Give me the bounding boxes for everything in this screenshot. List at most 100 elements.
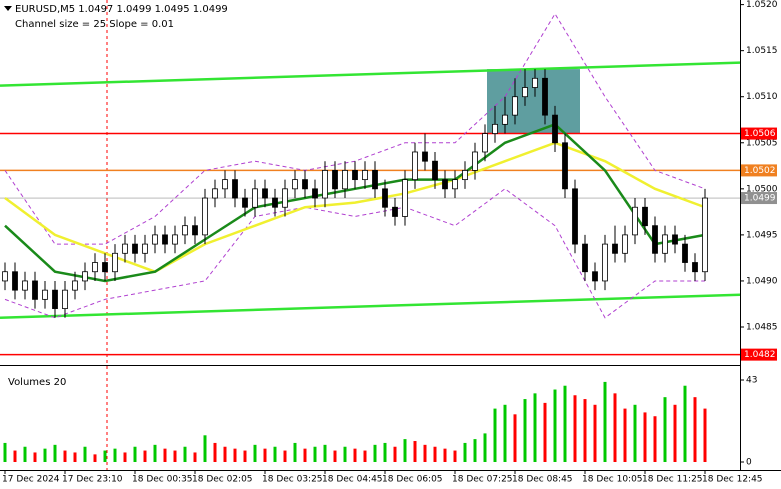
- level-label-box: [741, 164, 777, 177]
- candle-body: [112, 252, 118, 273]
- candle-body: [322, 170, 328, 199]
- candle-body: [262, 188, 268, 199]
- candle-body: [362, 170, 368, 181]
- y-tick-label: 0: [746, 458, 752, 468]
- candle-body: [582, 243, 588, 273]
- candle-body: [592, 271, 598, 282]
- volume-bar: [3, 442, 7, 462]
- volume-bar: [663, 397, 667, 462]
- candle-body: [2, 271, 8, 282]
- y-tick-label: 1.0485: [746, 322, 778, 332]
- chart-title: EURUSD,M5 1.0497 1.0499 1.0495 1.0499: [15, 4, 228, 15]
- candle-body: [622, 234, 628, 254]
- volume-bar: [613, 393, 617, 462]
- level-label-box: [741, 192, 777, 205]
- candle-body: [422, 151, 428, 162]
- x-tick-label: 18 Dec 11:25: [642, 475, 703, 485]
- candle-body: [552, 114, 558, 144]
- candle-body: [692, 262, 698, 273]
- x-tick-label: 18 Dec 02:05: [192, 475, 253, 485]
- volume-bar: [643, 412, 647, 462]
- candle-body: [492, 123, 498, 134]
- candle-body: [402, 179, 408, 217]
- volume-title: Volumes 20: [8, 377, 66, 388]
- candle-body: [102, 262, 108, 273]
- x-tick-label: 18 Dec 04:45: [322, 475, 383, 485]
- candle-body: [542, 77, 548, 116]
- x-tick-label: 18 Dec 06:05: [382, 475, 443, 485]
- candle-body: [682, 243, 688, 263]
- y-tick-label: 43: [746, 376, 757, 386]
- volume-bar: [83, 446, 87, 462]
- candle-body: [452, 179, 458, 190]
- candle-body: [342, 170, 348, 190]
- candle-body: [12, 271, 18, 291]
- volume-bar: [553, 389, 557, 462]
- candle-body: [502, 114, 508, 125]
- candle-body: [652, 225, 658, 254]
- candle-body: [462, 170, 468, 181]
- candle-body: [22, 280, 28, 291]
- candle-body: [52, 289, 58, 309]
- volume-bar: [353, 448, 357, 462]
- volume-bar: [73, 452, 77, 462]
- volume-bar: [443, 448, 447, 462]
- candle-body: [222, 179, 228, 190]
- volume-bar: [63, 450, 67, 462]
- candle-body: [572, 188, 578, 245]
- volume-bar: [693, 397, 697, 462]
- level-label: 1.0499: [744, 194, 776, 204]
- volume-bar: [203, 435, 207, 462]
- volume-bar: [23, 446, 27, 462]
- price-axis-bg: [741, 0, 781, 470]
- volume-bar: [683, 385, 687, 462]
- x-tick-label: 18 Dec 03:25: [262, 475, 323, 485]
- x-tick-label: 18 Dec 07:25: [452, 475, 513, 485]
- candle-body: [292, 179, 298, 190]
- volume-bar: [513, 414, 517, 462]
- volume-bar: [493, 408, 497, 462]
- candle-body: [202, 197, 208, 236]
- level-label: 1.0482: [744, 350, 776, 360]
- candle-body: [662, 234, 668, 254]
- candle-body: [82, 271, 88, 282]
- candle-body: [702, 197, 708, 273]
- volume-bar: [373, 444, 377, 462]
- volume-bar: [343, 446, 347, 462]
- volume-bar: [313, 446, 317, 462]
- candle-body: [92, 262, 98, 273]
- candle-body: [232, 179, 238, 199]
- volume-bar: [703, 408, 707, 462]
- volume-bar: [463, 442, 467, 462]
- level-label: 1.0502: [744, 166, 776, 176]
- volume-bar: [413, 441, 417, 462]
- volume-bar: [13, 450, 17, 462]
- volume-bar: [223, 446, 227, 462]
- x-tick-label: 17 Dec 2024: [2, 475, 60, 485]
- y-tick-label: 1.0520: [746, 0, 778, 10]
- volume-bar: [133, 446, 137, 462]
- volume-bar: [623, 408, 627, 462]
- candle-body: [632, 206, 638, 236]
- volume-bar: [323, 444, 327, 462]
- volume-bar: [503, 404, 507, 462]
- volume-bar: [93, 454, 97, 462]
- volume-bar: [123, 452, 127, 462]
- volume-bar: [453, 450, 457, 462]
- candle-body: [512, 96, 518, 116]
- volume-bar: [393, 446, 397, 462]
- volume-bar: [33, 452, 37, 462]
- candle-body: [32, 280, 38, 300]
- candle-body: [152, 234, 158, 245]
- candle-body: [212, 188, 218, 199]
- volume-bar: [193, 452, 197, 462]
- candle-body: [142, 243, 148, 254]
- candle-body: [382, 188, 388, 208]
- volume-bar: [543, 402, 547, 462]
- volume-bar: [103, 450, 107, 462]
- y-tick-label: 1.0495: [746, 230, 778, 240]
- volume-bar: [583, 399, 587, 462]
- candle-body: [602, 243, 608, 282]
